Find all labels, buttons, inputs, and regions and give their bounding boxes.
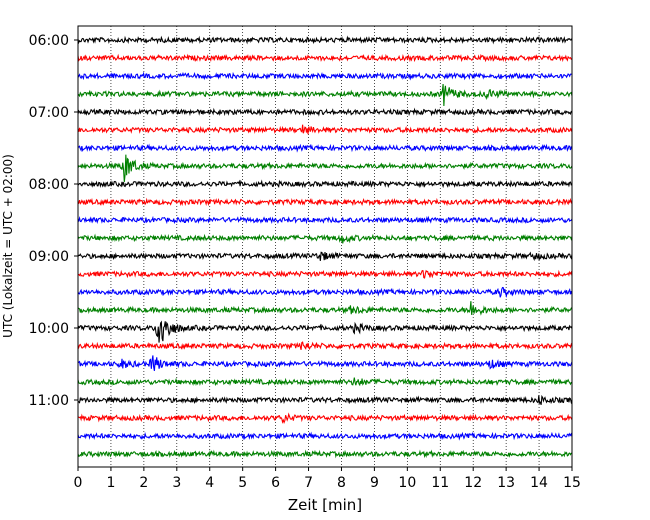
- x-tick-label: 3: [172, 475, 181, 491]
- plot-frame: [77, 25, 573, 468]
- trace-0600: [77, 35, 573, 45]
- x-tick-label: 2: [139, 475, 148, 491]
- x-tick-label: 11: [431, 475, 449, 491]
- x-tick-label: 13: [497, 475, 515, 491]
- trace-0715: [77, 124, 573, 135]
- x-tick-label: 6: [271, 475, 280, 491]
- trace-0900: [77, 251, 573, 262]
- trace-0800: [77, 179, 573, 189]
- trace-1115: [77, 412, 573, 425]
- x-axis-ticks: 0 1 2 3 4 5 6 7 8 9 10 11 12 13 14 15: [74, 467, 581, 491]
- trace-1045: [77, 377, 573, 387]
- y-tick-label: 07:00: [29, 105, 69, 121]
- x-tick-label: 14: [530, 475, 548, 491]
- x-tick-label: 5: [238, 475, 247, 491]
- x-tick-label: 15: [563, 475, 581, 491]
- trace-0630: [77, 71, 573, 81]
- y-tick-label: 06:00: [29, 33, 69, 49]
- trace-0645: [77, 84, 573, 106]
- trace-0745: [77, 154, 573, 182]
- trace-1000: [77, 320, 573, 343]
- x-tick-label: 4: [205, 475, 214, 491]
- trace-1100: [77, 394, 573, 405]
- x-tick-label: 10: [398, 475, 416, 491]
- trace-0700: [77, 107, 573, 117]
- x-axis-label: Zeit [min]: [288, 496, 362, 514]
- x-tick-label: 7: [304, 475, 313, 491]
- trace-0915: [77, 269, 573, 279]
- trace-0945: [77, 301, 573, 316]
- trace-0830: [77, 215, 573, 225]
- y-axis-ticks: 06:00 07:00 08:00 09:00 10:00 11:00: [29, 33, 78, 409]
- x-tick-label: 9: [370, 475, 379, 491]
- y-tick-label: 11:00: [29, 393, 69, 409]
- trace-1015: [77, 341, 573, 351]
- trace-0615: [77, 53, 573, 63]
- trace-0815: [77, 197, 573, 207]
- y-axis-label: UTC (Lokalzeit = UTC + 02:00): [1, 154, 15, 338]
- x-tick-label: 0: [74, 475, 83, 491]
- trace-1030: [77, 355, 573, 371]
- x-tick-label: 12: [464, 475, 482, 491]
- y-tick-label: 08:00: [29, 177, 69, 193]
- trace-0930: [77, 286, 573, 299]
- trace-1130: [77, 431, 573, 441]
- x-tick-label: 1: [106, 475, 115, 491]
- seismogram-traces: [77, 35, 573, 459]
- trace-1145: [77, 449, 573, 459]
- trace-0730: [77, 143, 573, 153]
- x-tick-label: 8: [337, 475, 346, 491]
- y-tick-label: 09:00: [29, 249, 69, 265]
- trace-0845: [77, 233, 573, 244]
- y-tick-label: 10:00: [29, 321, 69, 337]
